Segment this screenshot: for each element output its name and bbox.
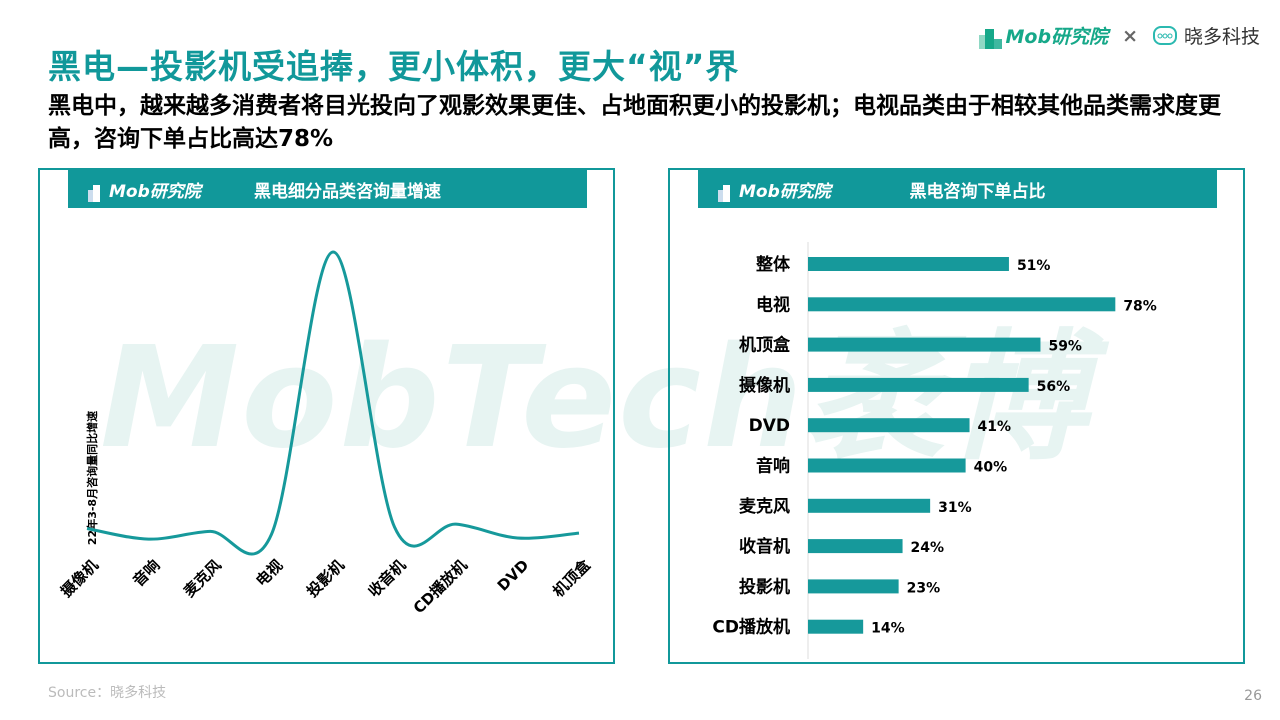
y-tick-label: CD播放机 (712, 617, 790, 638)
mob-logo: Mob研究院 (978, 22, 1109, 49)
y-tick-label: 机顶盒 (739, 335, 791, 356)
header-logos: Mob研究院 × 晓多科技 (978, 22, 1260, 49)
y-tick-label: 麦克风 (739, 496, 790, 517)
x-tick-label: 投影机 (303, 556, 348, 601)
bar (808, 377, 1029, 392)
x-tick-label: 收音机 (365, 556, 410, 601)
bar-chart-title: 黑电咨询下单占比 (909, 181, 1046, 202)
panel-mob-logo: Mob研究院 (88, 177, 201, 202)
data-label: 41% (978, 419, 1012, 435)
building-icon (88, 184, 100, 202)
bar (808, 257, 1009, 271)
line-chart: 22年3-8月咨询量同比增速 摄像机 音响 麦克风 电视 投影机 收音机 CD播放机 DVD 机… (57, 250, 595, 617)
x-tick-label: 电视 (252, 556, 286, 590)
source-note: Source：晓多科技 (48, 685, 167, 701)
bar (808, 619, 864, 634)
bar (808, 297, 1116, 312)
y-tick-label: DVD (749, 416, 790, 436)
x-tick-label: 麦克风 (180, 556, 225, 601)
data-label: 24% (911, 540, 945, 556)
data-label: 51% (1017, 258, 1051, 274)
bar-chart-header: Mob研究院 黑电咨询下单占比 (698, 170, 1217, 208)
collab-x: × (1122, 24, 1138, 47)
partner-logo: 晓多科技 (1152, 22, 1260, 49)
data-label: 23% (907, 580, 941, 596)
partner-logo-text: 晓多科技 (1183, 26, 1260, 48)
y-tick-label: 电视 (756, 294, 790, 315)
bar (808, 458, 966, 473)
x-tick-label: 摄像机 (57, 556, 102, 601)
y-axis-label: 22年3-8月咨询量同比增速 (85, 411, 99, 545)
building-icon (978, 29, 1002, 49)
data-label: 78% (1123, 298, 1157, 314)
bar (808, 579, 899, 594)
y-tick-label: 音响 (756, 456, 790, 477)
line-chart-panel: Mob研究院 黑电细分品类咨询量增速 22年3-8月咨询量同比增速 摄像机 音响麦… (38, 168, 615, 664)
panel-logo-text: Mob研究院 (739, 181, 831, 202)
bar (808, 539, 903, 554)
bar (808, 498, 931, 513)
panel-mob-logo: Mob研究院 (718, 177, 831, 202)
page-subtitle: 黑电中，越来越多消费者将目光投向了观影效果更佳、占地面积更小的投影机；电视品类由… (48, 93, 1221, 152)
bar (808, 418, 970, 433)
mob-logo-text: Mob研究院 (1005, 26, 1109, 48)
x-tick-label: 机顶盒 (549, 555, 594, 600)
data-label: 59% (1048, 339, 1082, 355)
y-tick-label: 收音机 (739, 536, 790, 557)
panel-logo-text: Mob研究院 (109, 181, 201, 202)
building-icon (718, 184, 730, 202)
line-chart-header: Mob研究院 黑电细分品类咨询量增速 (68, 170, 587, 208)
data-label: 31% (938, 500, 972, 516)
y-tick-label: 摄像机 (739, 375, 790, 396)
y-tick-label: 整体 (756, 254, 791, 275)
page-title: 黑电—投影机受追捧，更小体积，更大“视”界 (48, 47, 740, 86)
data-label: 56% (1037, 379, 1071, 395)
x-tick-label: DVD (494, 556, 533, 595)
data-label: 14% (871, 621, 905, 637)
x-tick-label: CD播放机 (410, 556, 471, 617)
bar-chart: 整体 51% 电视 78% 机顶盒 59% 摄像机 56% DVD 41% 音响 40% 麦克风 31% 收… (712, 242, 1157, 659)
page-number: 26 (1244, 688, 1262, 704)
line-chart-title: 黑电细分品类咨询量增速 (254, 181, 441, 202)
data-label: 40% (974, 460, 1008, 476)
bar (808, 337, 1041, 352)
series-line (86, 250, 580, 556)
bar-chart-panel: Mob研究院 黑电咨询下单占比 整体 51% 电视 78% 机顶盒 59% 摄像机 56% DV… (668, 168, 1245, 664)
chat-bubble-icon (1152, 25, 1177, 45)
x-tick-label: 音响 (129, 556, 163, 590)
y-tick-label: 投影机 (739, 576, 790, 597)
